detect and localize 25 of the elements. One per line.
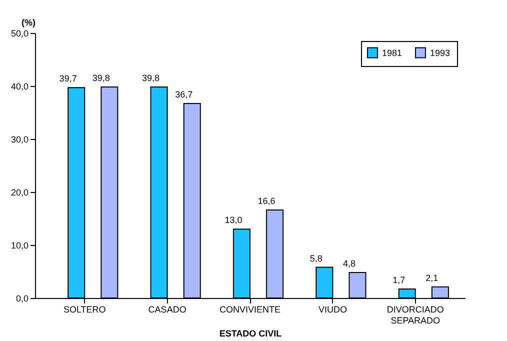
- y-axis-title: (%): [22, 18, 36, 28]
- data-label: 39,7: [59, 74, 77, 84]
- x-axis-title: ESTADO CIVIL: [219, 328, 282, 338]
- legend-label: 1981: [382, 48, 402, 58]
- x-tick-label: SOLTERO: [63, 304, 106, 314]
- x-tick-label: VIUDO: [318, 304, 347, 314]
- y-tick-label: 10,0: [10, 240, 28, 250]
- y-tick-label: 0,0: [16, 294, 28, 304]
- data-label: 13,0: [224, 215, 242, 226]
- data-label: 39,8: [142, 73, 160, 84]
- data-label: 16,6: [258, 196, 276, 206]
- data-label: 5,8: [310, 253, 322, 264]
- y-tick-label: 30,0: [10, 134, 28, 144]
- x-tick-label: CONVIVIENTE: [219, 304, 281, 314]
- data-label: 2,1: [426, 272, 438, 283]
- data-label: 1,7: [392, 274, 406, 285]
- legend-label: 1993: [430, 48, 450, 58]
- data-label: 36,7: [175, 89, 193, 100]
- y-tick-label: 40,0: [10, 82, 28, 92]
- x-tick-label: CASADO: [148, 304, 186, 314]
- y-tick-label: 20,0: [10, 188, 28, 198]
- data-label: 39,8: [92, 73, 110, 84]
- y-tick-label: 50,0: [10, 28, 28, 38]
- x-tick-label: DIVORCIADO SEPARADO: [386, 304, 444, 326]
- data-label: 4,8: [342, 258, 356, 269]
